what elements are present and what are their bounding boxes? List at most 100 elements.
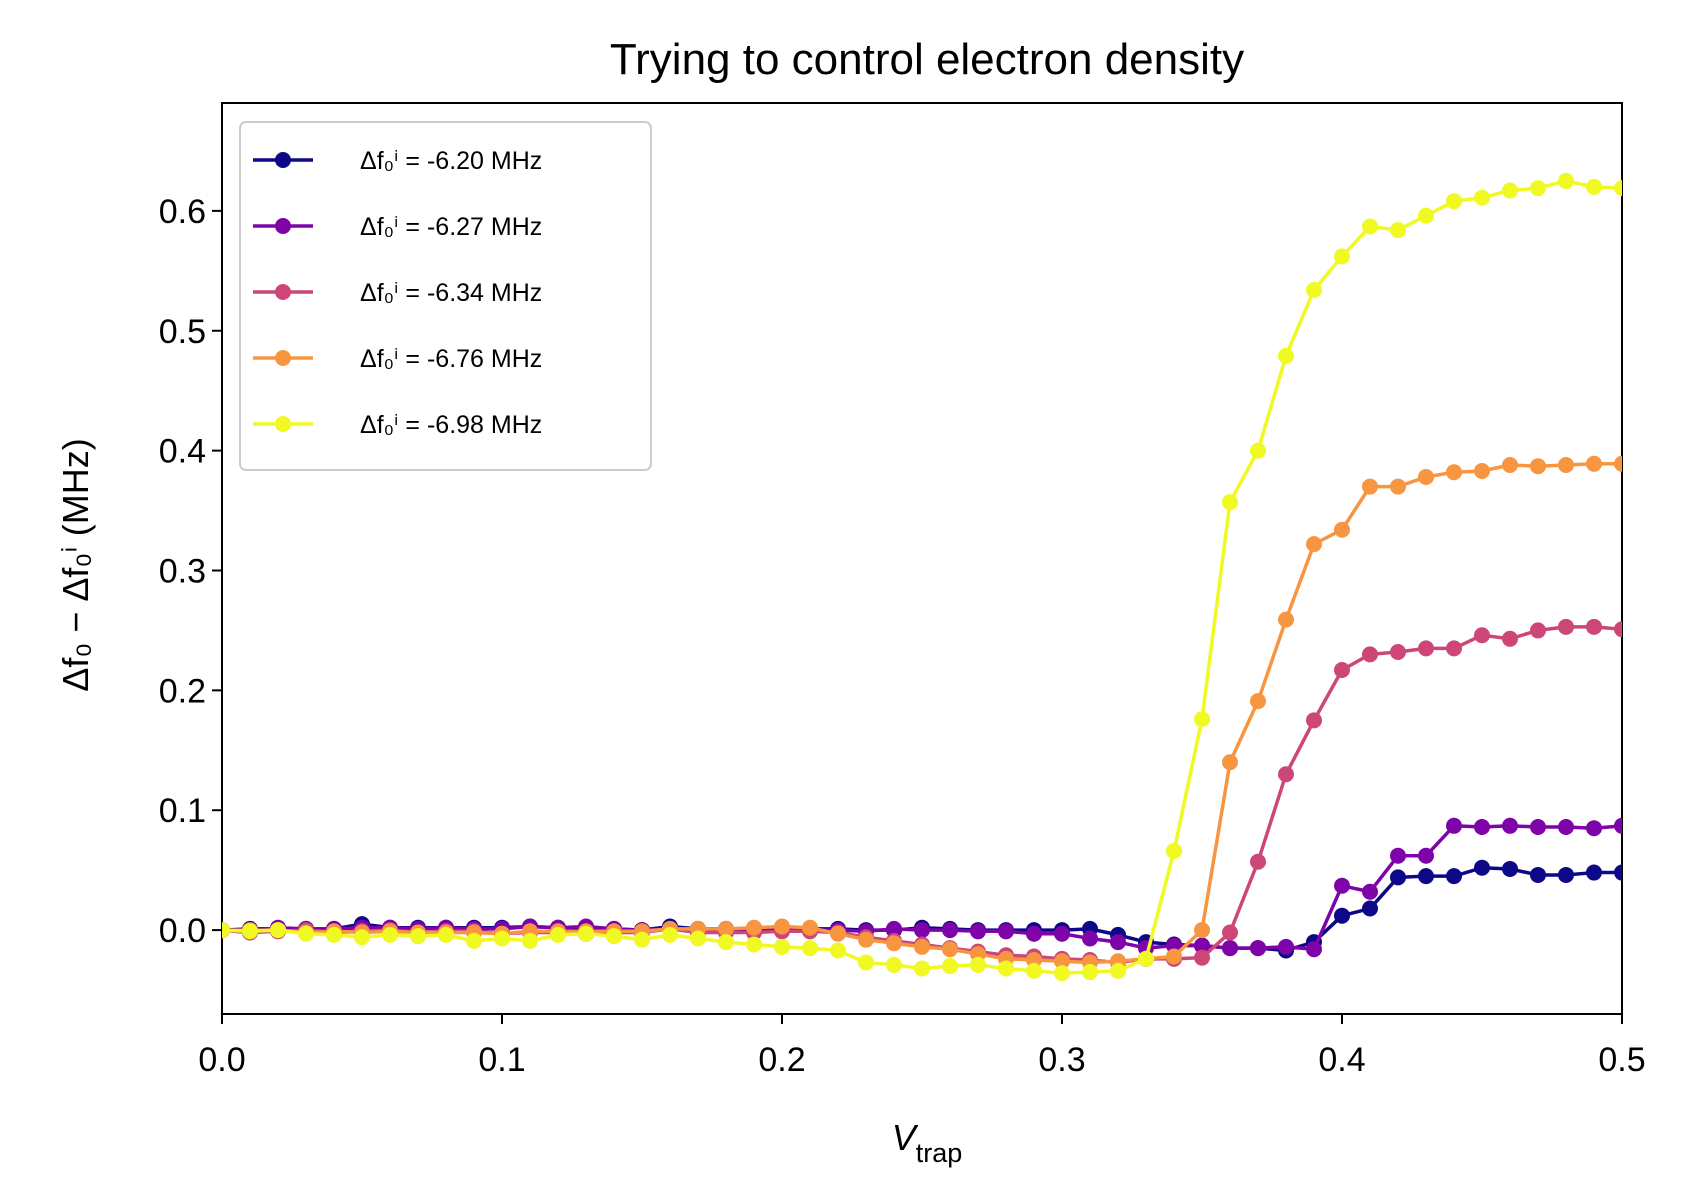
legend: Δf₀ⁱ = -6.20 MHz Δf₀ⁱ = -6.27 MHz Δf₀ⁱ = -… [239, 121, 652, 471]
data-point [1530, 180, 1546, 197]
legend-label: Δf₀ⁱ = -6.98 MHz [360, 411, 542, 439]
data-point [466, 932, 482, 949]
data-point [1334, 521, 1350, 538]
x-tick-label: 0.3 [1038, 1041, 1085, 1079]
data-point [1054, 965, 1070, 982]
data-point [1418, 468, 1434, 485]
data-point [1502, 457, 1518, 473]
data-point [1474, 463, 1490, 479]
legend-entry: Δf₀ⁱ = -6.98 MHz [253, 411, 542, 439]
data-point [1222, 754, 1238, 771]
data-point [886, 956, 902, 973]
data-point [1250, 442, 1266, 459]
data-point [1278, 611, 1294, 628]
series-5 [222, 172, 1622, 982]
data-point [1586, 455, 1602, 472]
legend-marker [275, 350, 291, 366]
data-point [382, 926, 398, 943]
data-point [1446, 464, 1462, 481]
data-point [1250, 693, 1266, 710]
data-point [1558, 866, 1574, 883]
legend-label: Δf₀ⁱ = -6.20 MHz [360, 147, 542, 175]
data-point [1334, 877, 1350, 894]
data-point [1474, 189, 1490, 206]
legend-box [239, 121, 652, 471]
data-point [1054, 953, 1070, 970]
y-tick-label: 0.1 [159, 792, 206, 830]
data-point [690, 930, 706, 947]
data-point [1558, 819, 1574, 836]
data-point [970, 956, 986, 973]
data-point [1586, 178, 1602, 195]
legend-entry: Δf₀ⁱ = -6.27 MHz [253, 213, 542, 241]
data-point [1194, 711, 1210, 728]
data-point [998, 923, 1014, 940]
data-point [1614, 180, 1622, 197]
legend-label: Δf₀ⁱ = -6.34 MHz [360, 279, 542, 307]
plot-area [221, 102, 1623, 1015]
data-point [1362, 900, 1378, 917]
data-point [1558, 457, 1574, 473]
data-point [1250, 853, 1266, 870]
legend-label: Δf₀ⁱ = -6.76 MHz [360, 345, 542, 373]
data-point [578, 925, 594, 942]
x-tick-label: 0.2 [758, 1041, 805, 1079]
series-layer [222, 172, 1622, 982]
data-point [1390, 847, 1406, 864]
data-point [1586, 618, 1602, 635]
data-point [1362, 646, 1378, 663]
y-axis-label: Δf₀ − Δf₀ⁱ (MHz) [55, 438, 96, 691]
y-tick-label: 0.5 [159, 313, 206, 351]
data-point [1054, 925, 1070, 942]
plot-frame [221, 102, 1623, 1015]
data-point [1502, 817, 1518, 834]
data-point [1110, 962, 1126, 979]
data-point [1530, 622, 1546, 639]
x-axis-label-subscript: trap [916, 1138, 963, 1168]
data-point [270, 922, 286, 939]
legend-marker [275, 152, 291, 168]
x-axis-label-main: V [892, 1117, 919, 1158]
data-point [942, 941, 958, 958]
y-tick-label: 0.4 [159, 433, 206, 471]
data-point [998, 960, 1014, 977]
data-point [718, 934, 734, 951]
data-point [1446, 640, 1462, 657]
data-point [1194, 922, 1210, 939]
data-point [1586, 820, 1602, 837]
data-point [1390, 478, 1406, 495]
data-point [550, 926, 566, 943]
data-point [914, 938, 930, 955]
data-point [1390, 222, 1406, 239]
data-point [1306, 536, 1322, 553]
data-point [1558, 172, 1574, 189]
legend-label: Δf₀ⁱ = -6.27 MHz [360, 213, 542, 241]
data-point [1026, 925, 1042, 942]
data-point [1614, 864, 1622, 881]
data-point [1362, 883, 1378, 900]
y-tick-label: 0.0 [159, 912, 206, 950]
data-point [1614, 455, 1622, 472]
data-point [970, 923, 986, 940]
data-point [746, 919, 762, 936]
data-point [1334, 248, 1350, 265]
data-point [858, 954, 874, 971]
data-point [1166, 842, 1182, 859]
data-point [942, 958, 958, 975]
legend-entry: Δf₀ⁱ = -6.34 MHz [253, 279, 542, 307]
data-point [1502, 860, 1518, 877]
y-axis: 0.0 0.1 0.2 0.3 0.4 0.5 0.6 [159, 193, 222, 950]
data-point [1138, 950, 1154, 967]
data-point [1474, 627, 1490, 644]
data-point [522, 932, 538, 949]
data-point [1474, 859, 1490, 876]
data-point [802, 919, 818, 936]
data-point [1502, 630, 1518, 647]
data-point [326, 926, 342, 943]
legend-marker [275, 416, 291, 432]
data-point [858, 931, 874, 948]
legend-marker [275, 284, 291, 300]
data-point [662, 926, 678, 943]
data-point [1586, 864, 1602, 881]
